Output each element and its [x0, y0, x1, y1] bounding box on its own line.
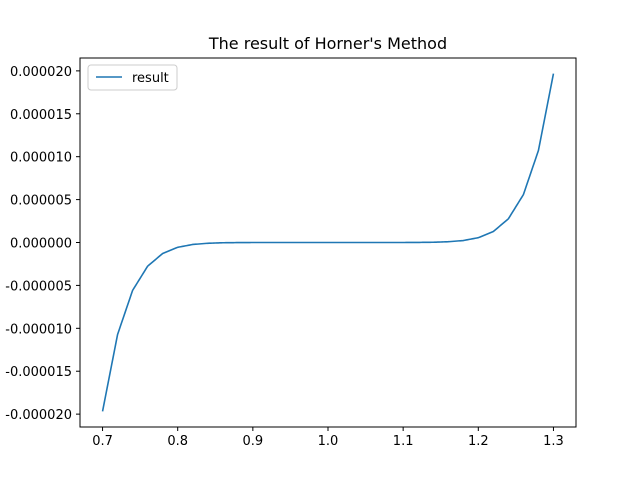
y-tick-label: -0.000015 — [5, 365, 72, 380]
x-tick-label: 1.0 — [318, 434, 339, 449]
y-tick-label: -0.000020 — [5, 408, 72, 423]
x-tick-label: 1.1 — [393, 434, 414, 449]
chart-title: The result of Horner's Method — [208, 34, 447, 53]
y-tick-label: 0.000015 — [10, 108, 72, 123]
y-tick-label: 0.000010 — [10, 151, 72, 166]
legend: result — [87, 64, 178, 91]
y-tick-label: 0.000020 — [10, 65, 72, 80]
series-layer — [101, 73, 555, 412]
x-axis: 0.7 0.8 0.9 1.0 1.1 1.2 1.3 — [92, 427, 564, 449]
y-tick-label: -0.000005 — [5, 279, 72, 294]
series-line-result — [101, 73, 555, 412]
y-tick-label: -0.000010 — [5, 322, 72, 337]
y-axis: -0.000020 -0.000015 -0.000010 -0.000005 0.00… — [5, 65, 80, 423]
y-tick-label: 0.000000 — [10, 237, 72, 252]
y-tick-label: 0.000005 — [10, 194, 72, 209]
x-tick-label: 0.9 — [243, 434, 264, 449]
x-tick-label: 1.3 — [543, 434, 564, 449]
legend-label: result — [132, 71, 169, 86]
x-tick-label: 0.8 — [167, 434, 188, 449]
x-tick-label: 1.2 — [468, 434, 489, 449]
legend-box — [87, 64, 178, 91]
x-tick-label: 0.7 — [92, 434, 113, 449]
